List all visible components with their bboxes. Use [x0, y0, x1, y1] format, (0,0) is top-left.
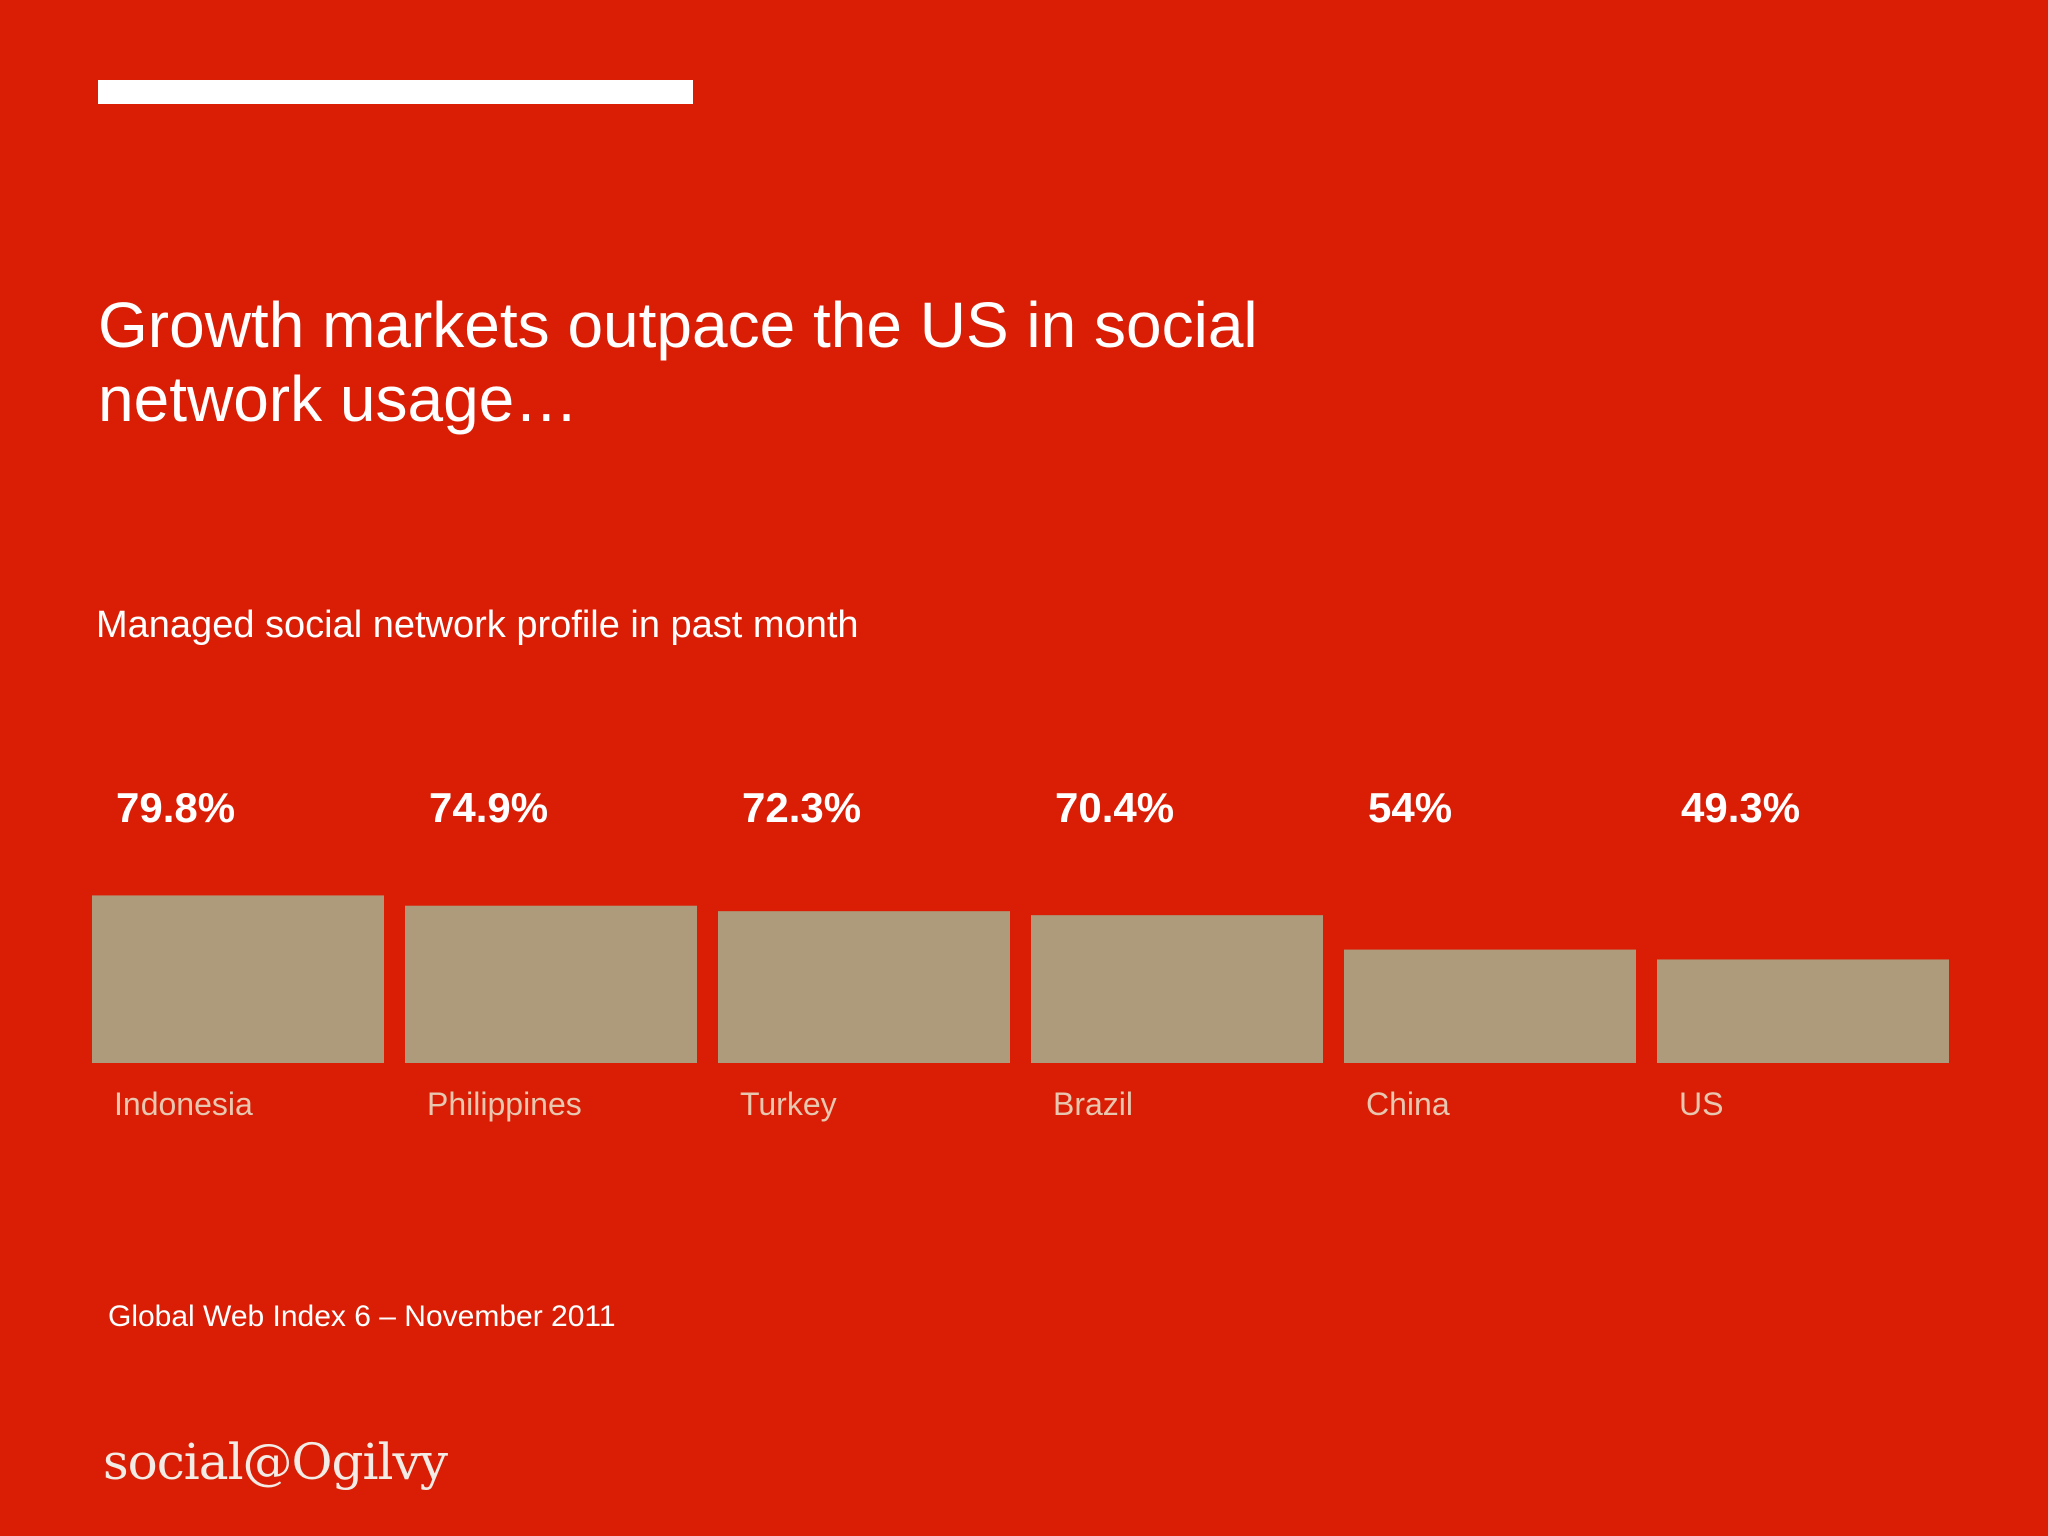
category-label-china: China	[1366, 1086, 1450, 1122]
bar-china	[1344, 949, 1636, 1063]
chart-subtitle: Managed social network profile in past m…	[96, 604, 859, 646]
category-label-turkey: Turkey	[740, 1086, 837, 1122]
bar-us	[1657, 959, 1949, 1063]
slide-title: Growth markets outpace the US in social …	[98, 289, 1258, 435]
value-label-indonesia: 79.8%	[116, 784, 235, 831]
value-label-brazil: 70.4%	[1055, 784, 1174, 831]
bar-philippines	[405, 905, 697, 1063]
category-label-indonesia: Indonesia	[114, 1086, 253, 1122]
ogilvy-logo: social@Ogilvy	[103, 1433, 448, 1491]
bar-indonesia	[92, 895, 384, 1063]
category-label-philippines: Philippines	[427, 1086, 582, 1122]
value-label-philippines: 74.9%	[429, 784, 548, 831]
source-note: Global Web Index 6 – November 2011	[108, 1300, 616, 1333]
category-label-us: US	[1679, 1086, 1723, 1122]
value-label-china: 54%	[1368, 784, 1452, 831]
category-label-brazil: Brazil	[1053, 1086, 1133, 1122]
value-label-us: 49.3%	[1681, 784, 1800, 831]
top-accent-bar	[98, 80, 693, 104]
bar-brazil	[1031, 915, 1323, 1063]
bar-turkey	[718, 911, 1010, 1063]
bar-chart: 79.8% Indonesia 74.9% Philippines 72.3% Turke…	[92, 784, 1949, 1122]
value-label-turkey: 72.3%	[742, 784, 861, 831]
